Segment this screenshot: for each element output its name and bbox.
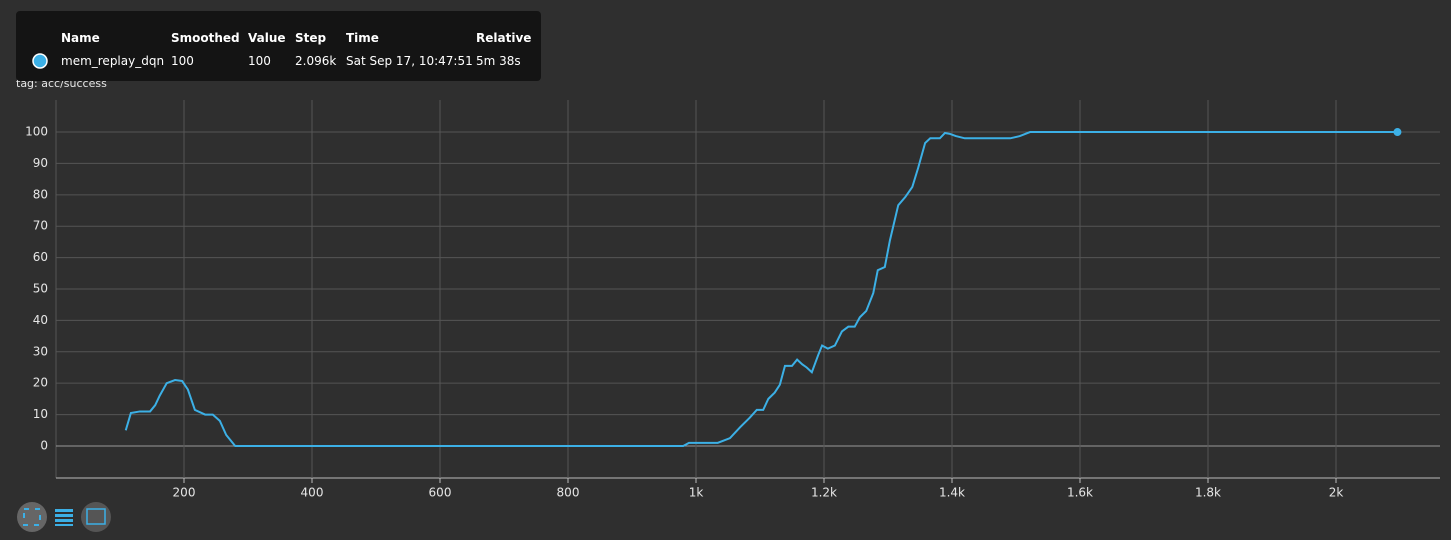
select-icon [86, 508, 106, 525]
y-tick-label: 40 [33, 313, 48, 327]
x-tick-label: 800 [557, 486, 580, 500]
x-tick-label: 2k [1329, 486, 1344, 500]
fit-button[interactable] [17, 502, 47, 532]
cell: 2.096k [295, 54, 337, 68]
cell: 100 [248, 54, 271, 68]
y-tick-label: 100 [25, 125, 48, 139]
y-tick-label: 30 [33, 344, 48, 358]
x-tick-label: 1.2k [811, 486, 837, 500]
x-tick-label: 1k [689, 486, 704, 500]
column-header: Relative [476, 31, 532, 45]
column-header: Smoothed [171, 31, 240, 45]
cell: 100 [171, 54, 194, 68]
y-tick-label: 80 [33, 187, 48, 201]
x-tick-label: 200 [173, 486, 196, 500]
x-tick-label: 400 [301, 486, 324, 500]
tooltip: Name Smoothed Value Step Time Relative m… [16, 11, 541, 81]
x-tick-label: 1.6k [1067, 486, 1093, 500]
select-button[interactable] [81, 502, 111, 532]
series-name: mem_replay_dqn [61, 54, 165, 68]
column-header: Step [295, 31, 327, 45]
end-point [1393, 128, 1402, 137]
y-tick-label: 70 [33, 219, 48, 233]
column-header: Time [346, 31, 379, 45]
y-tick-label: 10 [33, 407, 48, 421]
y-tick-label: 50 [33, 282, 48, 296]
fit-icon [23, 508, 41, 526]
x-tick-label: 1.4k [939, 486, 965, 500]
y-tick-label: 20 [33, 376, 48, 390]
x-tick-label: 1.8k [1195, 486, 1221, 500]
x-tick-label: 600 [429, 486, 452, 500]
tooltip-swatch [32, 53, 48, 69]
series-swatch [32, 53, 48, 69]
cell: Sat Sep 17, 10:47:51 [346, 54, 473, 68]
column-header: Value [248, 31, 286, 45]
y-tick-label: 0 [40, 438, 48, 452]
column-header: Name [61, 31, 100, 45]
series-line [124, 131, 1398, 447]
y-tick-label: 60 [33, 250, 48, 264]
y-tick-label: 90 [33, 156, 48, 170]
log-button[interactable] [55, 509, 73, 526]
cell: 5m 38s [476, 54, 521, 68]
